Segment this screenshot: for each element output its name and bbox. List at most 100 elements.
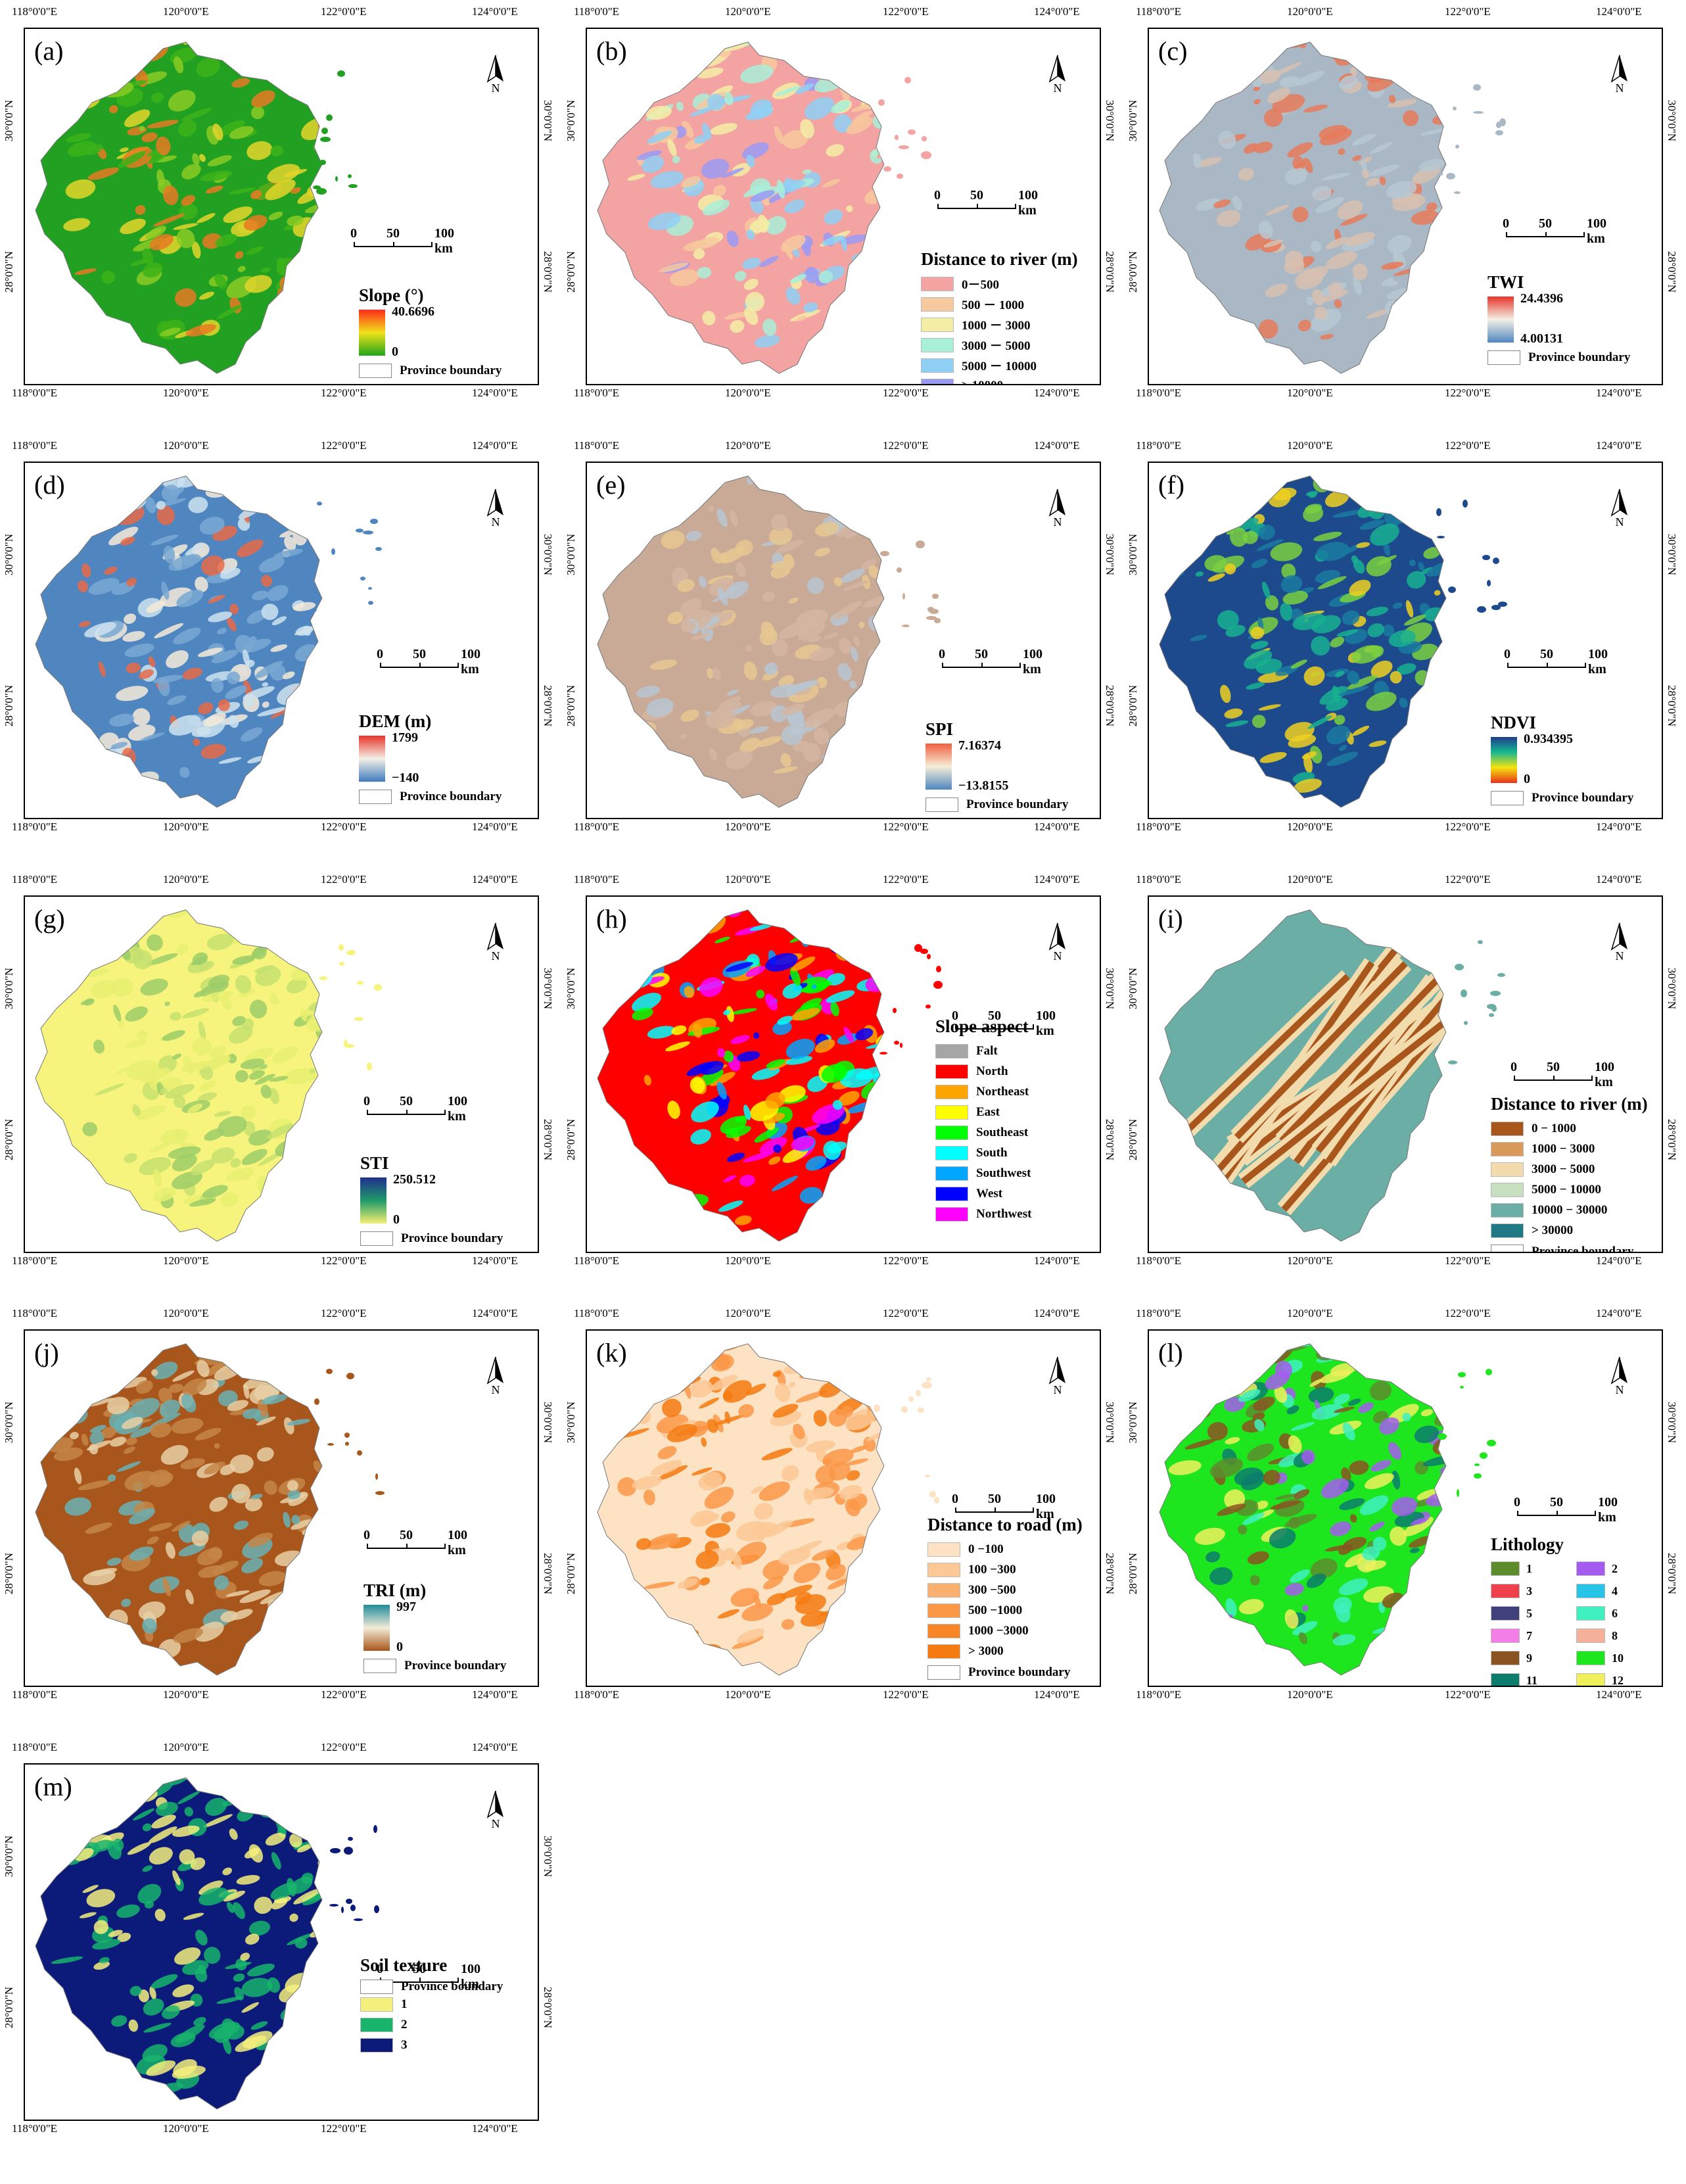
legend: Slope (°) 40.6696 0 Province boundary bbox=[359, 285, 502, 378]
scale-tick-label: 100 km bbox=[1018, 188, 1038, 218]
north-label: N bbox=[1053, 949, 1062, 962]
lon-tick-label: 120°0'0"E bbox=[163, 1741, 209, 1753]
lon-tick-label: 124°0'0"E bbox=[472, 439, 518, 452]
map-panel-g: 118°0'0"E 118°0'0"E 120°0'0"E 120°0'0"E 122°… bbox=[3, 869, 554, 1267]
scale-tick-label: 0 bbox=[363, 1094, 370, 1108]
north-arrow-icon bbox=[1048, 488, 1065, 517]
north-label: N bbox=[491, 1817, 500, 1830]
legend-item: 5000 − 10000 bbox=[1491, 1179, 1648, 1200]
province-map-b bbox=[597, 41, 931, 374]
lon-tick-label: 124°0'0"E bbox=[472, 1741, 518, 1753]
legend-item: 6 bbox=[1576, 1603, 1649, 1623]
legend-item: 1 bbox=[360, 1994, 503, 2014]
scale-tick-label: 50 bbox=[413, 1962, 426, 1976]
panel-label: (g) bbox=[34, 904, 65, 934]
scale-tick-label: 100 km bbox=[1023, 647, 1042, 677]
lon-tick-label: 124°0'0"E bbox=[1034, 1307, 1080, 1319]
map-frame: (k) N 0 50 100 km Distance to road (m) 0 −100 1… bbox=[586, 1329, 1101, 1687]
legend-swatch bbox=[1491, 1561, 1520, 1576]
lon-tick-label: 118°0'0"E bbox=[574, 439, 620, 452]
lat-tick-label: 28°0'0"N bbox=[1666, 1119, 1678, 1161]
legend-item-label: 12 bbox=[1612, 1673, 1624, 1687]
ramp-min-label: 0 bbox=[396, 1640, 403, 1654]
legend-item: 500 － 1000 bbox=[921, 294, 1078, 314]
map-frame: (b) N 0 50 100 km Distance to river (m) 0－500 5… bbox=[586, 28, 1101, 385]
legend-swatch bbox=[921, 378, 954, 384]
legend-swatch bbox=[360, 2037, 393, 2053]
legend-item: North bbox=[935, 1061, 1031, 1081]
panel-label: (m) bbox=[34, 1772, 72, 1801]
lon-tick-label: 120°0'0"E bbox=[725, 387, 771, 399]
lon-tick-label: 122°0'0"E bbox=[883, 873, 929, 886]
north-arrow: N bbox=[1608, 54, 1631, 95]
scale-tick-label: 50 bbox=[988, 1492, 1001, 1506]
legend-item: 10 bbox=[1576, 1648, 1649, 1668]
scale-tick-label: 100 km bbox=[448, 1528, 467, 1557]
boundary-legend-item: Province boundary bbox=[363, 1659, 506, 1673]
lon-tick-label: 120°0'0"E bbox=[1287, 873, 1333, 886]
lon-tick-label: 122°0'0"E bbox=[883, 5, 929, 18]
legend-item-label: 5000 － 10000 bbox=[962, 360, 1037, 373]
north-arrow-icon bbox=[486, 1790, 503, 1818]
ramp-max-label: 997 bbox=[396, 1600, 416, 1614]
legend-item: Falt bbox=[935, 1041, 1031, 1061]
lat-tick-label: 28°0'0"N bbox=[542, 1553, 554, 1595]
scale-bar: 0 50 100 km bbox=[939, 647, 1042, 677]
lat-tick-label: 30°0'0"N bbox=[565, 100, 577, 142]
boundary-swatch bbox=[1491, 791, 1524, 805]
ramp-max-label: 7.16374 bbox=[958, 738, 1001, 753]
color-ramp bbox=[363, 1605, 390, 1651]
legend-swatch bbox=[927, 1644, 960, 1659]
panel-label: (i) bbox=[1158, 904, 1183, 934]
legend-title: Soil texture bbox=[360, 1955, 448, 1975]
legend-swatch bbox=[927, 1542, 960, 1557]
lon-tick-label: 120°0'0"E bbox=[163, 1307, 209, 1319]
north-label: N bbox=[1053, 1383, 1062, 1396]
north-arrow: N bbox=[1046, 922, 1069, 963]
ramp-min-label: −13.8155 bbox=[958, 778, 1009, 793]
legend-swatch bbox=[935, 1166, 968, 1181]
legend-swatch bbox=[927, 1623, 960, 1638]
map-panel-e: 118°0'0"E 118°0'0"E 120°0'0"E 120°0'0"E 122°… bbox=[565, 435, 1116, 833]
legend-item-label: 0 − 1000 bbox=[1532, 1121, 1576, 1135]
scale-tick-label: 0 bbox=[363, 1528, 370, 1542]
lon-tick-label: 118°0'0"E bbox=[12, 5, 58, 18]
north-label: N bbox=[1615, 515, 1624, 529]
province-map-i bbox=[1159, 909, 1505, 1242]
lon-tick-label: 118°0'0"E bbox=[574, 387, 620, 399]
legend-item-label: 10 bbox=[1612, 1651, 1624, 1665]
lon-tick-label: 120°0'0"E bbox=[163, 820, 209, 833]
lat-tick-label: 28°0'0"N bbox=[1104, 1553, 1116, 1595]
lon-tick-label: 122°0'0"E bbox=[321, 439, 367, 452]
north-label: N bbox=[491, 82, 500, 95]
lat-tick-label: 30°0'0"N bbox=[1127, 100, 1139, 142]
legend-swatch bbox=[1491, 1628, 1520, 1643]
panel-label: (l) bbox=[1158, 1338, 1183, 1367]
lon-tick-label: 120°0'0"E bbox=[163, 2122, 209, 2135]
legend-item: South bbox=[935, 1143, 1031, 1163]
boundary-label: Province boundary bbox=[1532, 1245, 1634, 1253]
panel-label: (e) bbox=[596, 470, 626, 500]
lon-tick-label: 118°0'0"E bbox=[1136, 1307, 1182, 1319]
lon-tick-label: 122°0'0"E bbox=[1445, 1307, 1491, 1319]
lon-tick-label: 124°0'0"E bbox=[1596, 5, 1642, 18]
map-panel-a: 118°0'0"E 118°0'0"E 120°0'0"E 120°0'0"E 122°… bbox=[3, 1, 554, 399]
lon-tick-label: 118°0'0"E bbox=[1136, 439, 1182, 452]
legend-item-label: > 3000 bbox=[968, 1644, 1004, 1658]
lon-tick-label: 122°0'0"E bbox=[321, 1688, 367, 1701]
ramp-min-label: 0 bbox=[392, 344, 398, 359]
province-map-g bbox=[35, 909, 382, 1242]
lon-tick-label: 118°0'0"E bbox=[1136, 820, 1182, 833]
legend: Slope aspect Falt North Northeast East Southe… bbox=[935, 1016, 1031, 1224]
legend: SPI 7.16374 −13.8155 Province boundary bbox=[925, 719, 1068, 812]
lon-tick-label: 124°0'0"E bbox=[1596, 387, 1642, 399]
legend-item: 100 −300 bbox=[927, 1559, 1083, 1580]
boundary-swatch bbox=[927, 1665, 960, 1680]
ramp-max-label: 250.512 bbox=[393, 1172, 436, 1187]
lon-tick-label: 124°0'0"E bbox=[1034, 873, 1080, 886]
legend-swatch bbox=[360, 2017, 393, 2032]
legend-item: 1 bbox=[1491, 1559, 1576, 1579]
legend-swatch bbox=[921, 358, 954, 373]
legend-item-label: 8 bbox=[1612, 1628, 1618, 1642]
legend: Soil texture Province boundary 1 2 3 bbox=[360, 1955, 503, 2055]
